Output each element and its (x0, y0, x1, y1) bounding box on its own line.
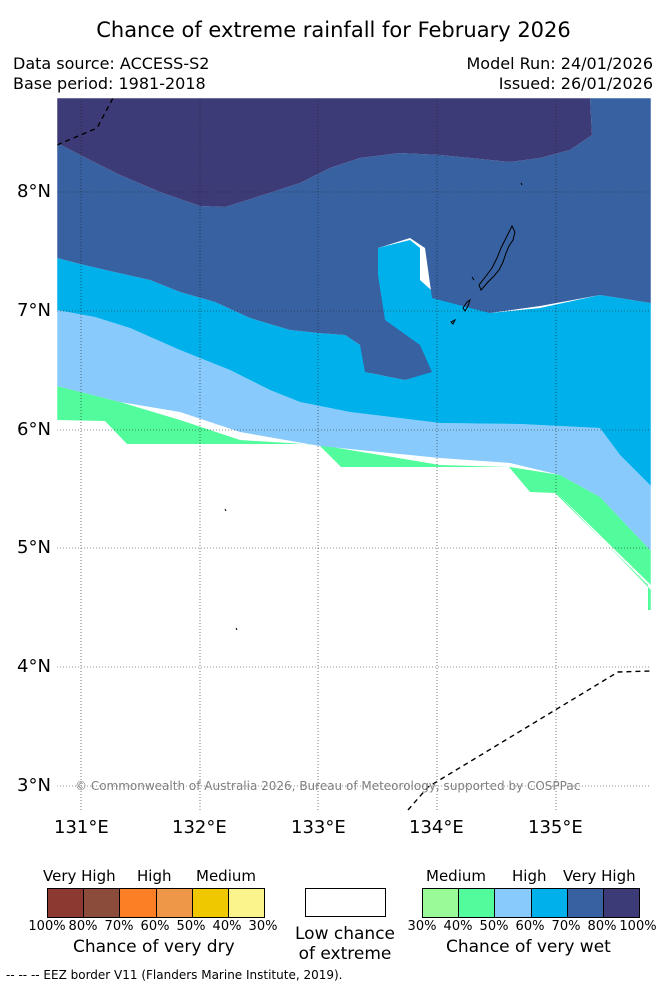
graticule (57, 98, 651, 812)
wet-category-very-high: Very High (563, 867, 636, 885)
dry-swatch-1 (84, 889, 121, 917)
dry-swatch-2 (120, 889, 157, 917)
wet-swatch-3 (531, 889, 568, 917)
wet-swatch-4 (567, 889, 604, 917)
lon-label-133e: 133°E (291, 817, 346, 838)
lat-label-6n: 6°N (17, 419, 51, 440)
wet-colorbar (422, 888, 640, 918)
wet-tick-4: 70% (551, 919, 581, 934)
dry-tick-labels: 100% 80% 70% 60% 50% 40% 30% (28, 919, 282, 935)
wet-swatch-1 (459, 889, 496, 917)
copyright-notice: © Commonwealth of Australia 2026, Bureau… (75, 779, 580, 793)
wet-tick-3: 60% (515, 919, 545, 934)
low-chance-swatch (305, 888, 386, 917)
lon-label-132e: 132°E (172, 817, 227, 838)
lat-label-5n: 5°N (17, 537, 51, 558)
dry-category-medium: Medium (196, 867, 256, 885)
map-title: Chance of extreme rainfall for February … (96, 18, 571, 42)
base-period: Base period: 1981-2018 (13, 74, 206, 93)
wet-category-medium: Medium (426, 867, 486, 885)
dry-tick-6: 30% (248, 919, 278, 934)
dry-swatch-0 (48, 889, 85, 917)
lat-label-3n: 3°N (17, 775, 51, 796)
wet-swatch-2 (495, 889, 532, 917)
dry-category-high: High (137, 867, 172, 885)
medium-wet-50-band (57, 386, 651, 610)
wet-tick-labels: 30% 40% 50% 60% 70% 80% 100% (403, 919, 659, 935)
lat-label-7n: 7°N (17, 300, 51, 321)
wet-tick-2: 50% (479, 919, 509, 934)
lon-label-131e: 131°E (54, 817, 109, 838)
lon-label-134e: 134°E (409, 817, 464, 838)
lat-label-8n: 8°N (17, 181, 51, 202)
dry-tick-4: 50% (176, 919, 206, 934)
high-wet-70-band (57, 240, 651, 486)
wet-category-high: High (512, 867, 547, 885)
dry-colorbar (47, 888, 265, 918)
eez-border (57, 98, 651, 811)
wet-tick-5: 80% (587, 919, 617, 934)
dry-swatch-4 (192, 889, 229, 917)
dry-tick-0: 100% (28, 919, 66, 934)
wet-tick-0: 30% (407, 919, 437, 934)
dry-tick-5: 40% (212, 919, 242, 934)
dry-tick-1: 80% (68, 919, 98, 934)
low-chance-line2: of extreme (298, 944, 392, 964)
high-wet-80-band (57, 98, 651, 380)
wet-swatch-0 (423, 889, 460, 917)
dry-swatch-5 (228, 889, 265, 917)
palau-islands (224, 182, 523, 631)
dry-swatch-3 (156, 889, 193, 917)
rainfall-map: © Commonwealth of Australia 2026, Bureau… (57, 98, 651, 812)
eez-footnote: -- -- -- EEZ border V11 (Flanders Marine… (6, 968, 343, 982)
issued-date: Issued: 26/01/2026 (498, 74, 653, 93)
data-source: Data source: ACCESS-S2 (13, 54, 210, 73)
wet-tick-6: 100% (619, 919, 657, 934)
wet-swatch-5 (603, 889, 640, 917)
dry-category-very-high: Very High (43, 867, 116, 885)
lon-label-135e: 135°E (528, 817, 583, 838)
dry-tick-2: 70% (104, 919, 134, 934)
model-run: Model Run: 24/01/2026 (466, 54, 654, 73)
dry-tick-3: 60% (140, 919, 170, 934)
dry-legend-title: Chance of very dry (73, 937, 235, 957)
wet-tick-1: 40% (443, 919, 473, 934)
lat-label-4n: 4°N (17, 656, 51, 677)
very-high-wet-band (57, 98, 592, 207)
medium-wet-60-band (57, 310, 651, 551)
low-chance-line1: Low chance (295, 924, 395, 944)
wet-legend-title: Chance of very wet (446, 937, 611, 957)
